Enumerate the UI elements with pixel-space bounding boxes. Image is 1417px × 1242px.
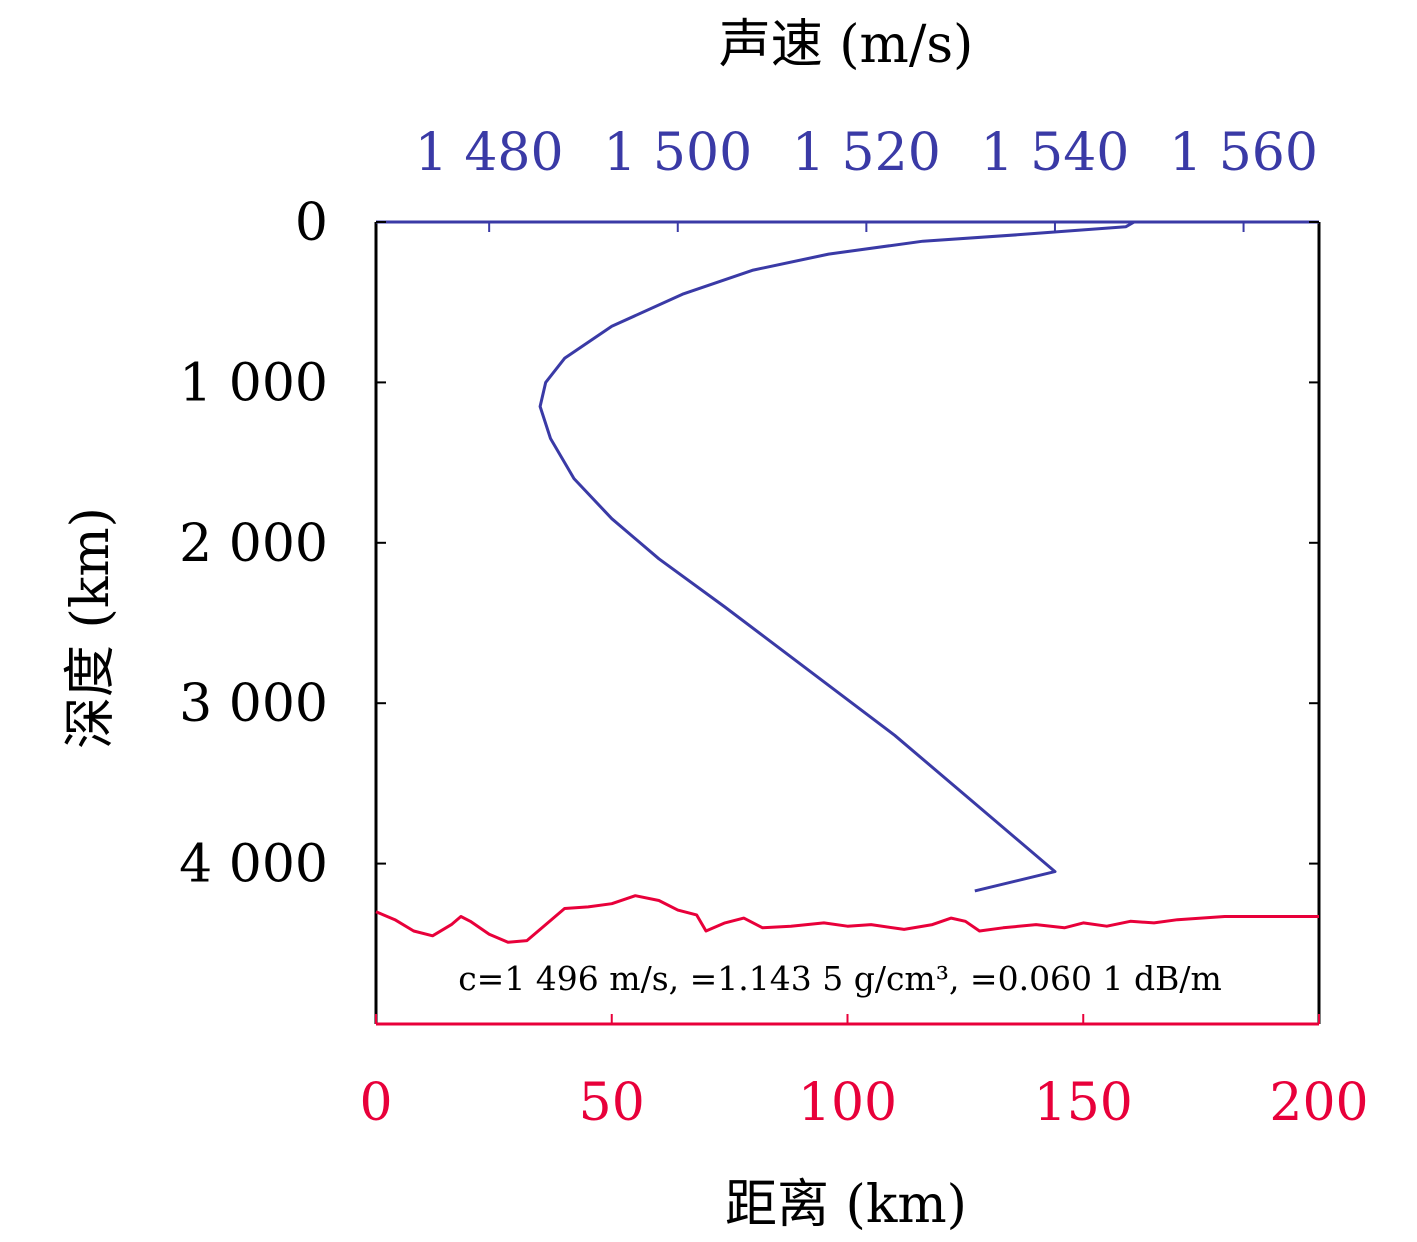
bottom-axis-tick-label: 200: [1269, 1073, 1368, 1133]
plot-frame: [374, 220, 1321, 1026]
top-axis-tick-label: 1 540: [981, 123, 1130, 183]
bottom-axis-title: 距离 (km): [725, 1175, 967, 1235]
left-axis-tick-label: 0: [295, 193, 328, 253]
top-axis-tick-label: 1 500: [603, 123, 752, 183]
bottom-axis-tick-label: 150: [1034, 1073, 1133, 1133]
top-axis-tick-label: 1 520: [792, 123, 941, 183]
left-axis-tick-label: 4 000: [179, 835, 328, 895]
left-axis-tick-label: 1 000: [179, 353, 328, 413]
top-axis-title: 声速 (m/s): [719, 15, 974, 75]
sound-speed-profile-line: [538, 220, 1135, 893]
top-axis-tick-label: 1 560: [1169, 123, 1318, 183]
ticks: [375, 221, 1320, 1024]
seabed-depth-line: [375, 894, 1319, 944]
left-axis-title: 深度 (km): [61, 507, 121, 749]
bottom-axis-tick-label: 0: [359, 1073, 392, 1133]
top-axis-tick-label: 1 480: [415, 123, 564, 183]
bottom-axis-tick-label: 100: [798, 1073, 897, 1133]
left-axis-tick-label: 3 000: [179, 674, 328, 734]
series-lines: [375, 220, 1319, 944]
bottom-axis-tick-label: 50: [579, 1073, 645, 1133]
tick-labels: 1 480 1 500 1 520 1 540 1 560 0 50 100 150 200 0 1 …: [179, 123, 1369, 1133]
left-axis-tick-label: 2 000: [179, 514, 328, 574]
annotation: c=1 496 m/s, =1.143 5 g/cm³, =0.060 1 dB…: [458, 959, 1222, 998]
